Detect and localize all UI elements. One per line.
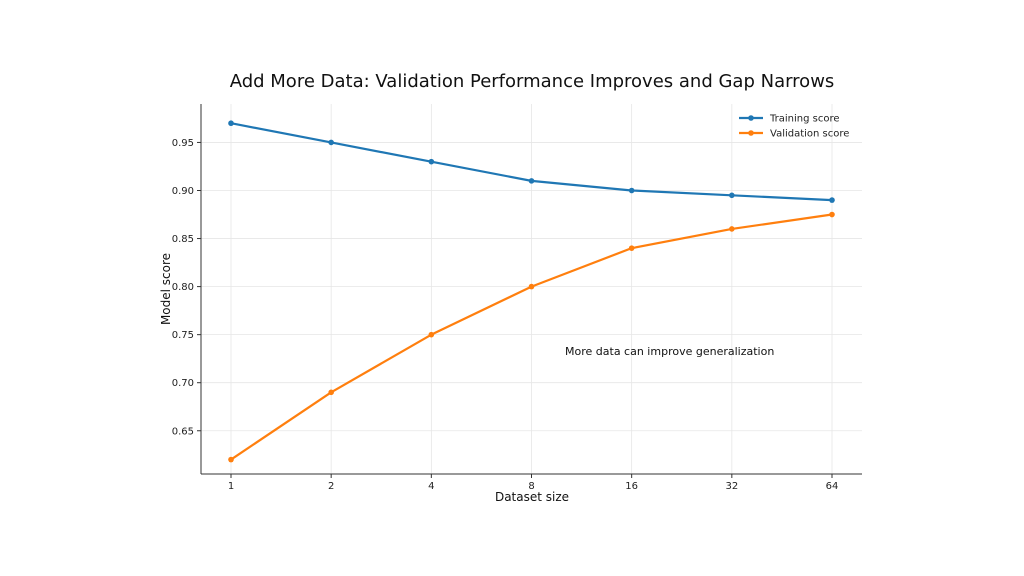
y-tick-label: 0.65 bbox=[172, 426, 194, 437]
x-tick-label: 4 bbox=[428, 481, 434, 492]
legend-label-training: Training score bbox=[769, 114, 840, 125]
data-point-validation bbox=[228, 456, 234, 463]
data-point-training bbox=[829, 197, 835, 203]
legend-marker-validation bbox=[748, 130, 754, 136]
data-point-validation bbox=[528, 283, 535, 290]
y-tick-label: 0.70 bbox=[172, 378, 194, 389]
y-tick-label: 0.80 bbox=[172, 282, 194, 293]
x-tick-label: 2 bbox=[328, 481, 334, 492]
data-point-validation bbox=[428, 331, 435, 338]
ticks: 0.65 0.70 0.75 0.80 0.85 0.90 0.95 1 2 4 8 16 32 64 bbox=[172, 138, 839, 492]
data-point-validation bbox=[328, 389, 334, 396]
y-tick-label: 0.75 bbox=[172, 330, 194, 341]
data-point-training bbox=[729, 192, 735, 199]
legend: Training score Validation score bbox=[739, 114, 849, 140]
grid bbox=[201, 104, 862, 474]
x-tick-label: 16 bbox=[625, 481, 638, 492]
data-point-validation bbox=[829, 211, 835, 218]
data-point-training bbox=[628, 187, 635, 194]
y-tick-label: 0.90 bbox=[172, 186, 194, 197]
legend-marker-training bbox=[748, 115, 754, 121]
series bbox=[228, 120, 835, 463]
y-tick-label: 0.85 bbox=[172, 234, 194, 245]
data-point-training bbox=[528, 178, 535, 184]
x-tick-label: 8 bbox=[528, 481, 534, 492]
x-tick-label: 32 bbox=[725, 481, 738, 492]
x-tick-label: 1 bbox=[228, 481, 234, 492]
y-tick-label: 0.95 bbox=[172, 138, 194, 149]
data-point-training bbox=[428, 158, 435, 165]
data-point-validation bbox=[729, 226, 735, 232]
data-point-training bbox=[328, 139, 334, 146]
y-axis-label: Model score bbox=[159, 253, 173, 325]
x-axis-label: Dataset size bbox=[495, 490, 569, 504]
chart-title: Add More Data: Validation Performance Im… bbox=[230, 71, 835, 92]
annotation-text: More data can improve generalization bbox=[565, 345, 774, 358]
data-point-training bbox=[228, 120, 234, 127]
x-tick-label: 64 bbox=[826, 481, 839, 492]
data-point-validation bbox=[628, 245, 635, 251]
legend-label-validation: Validation score bbox=[770, 129, 849, 140]
